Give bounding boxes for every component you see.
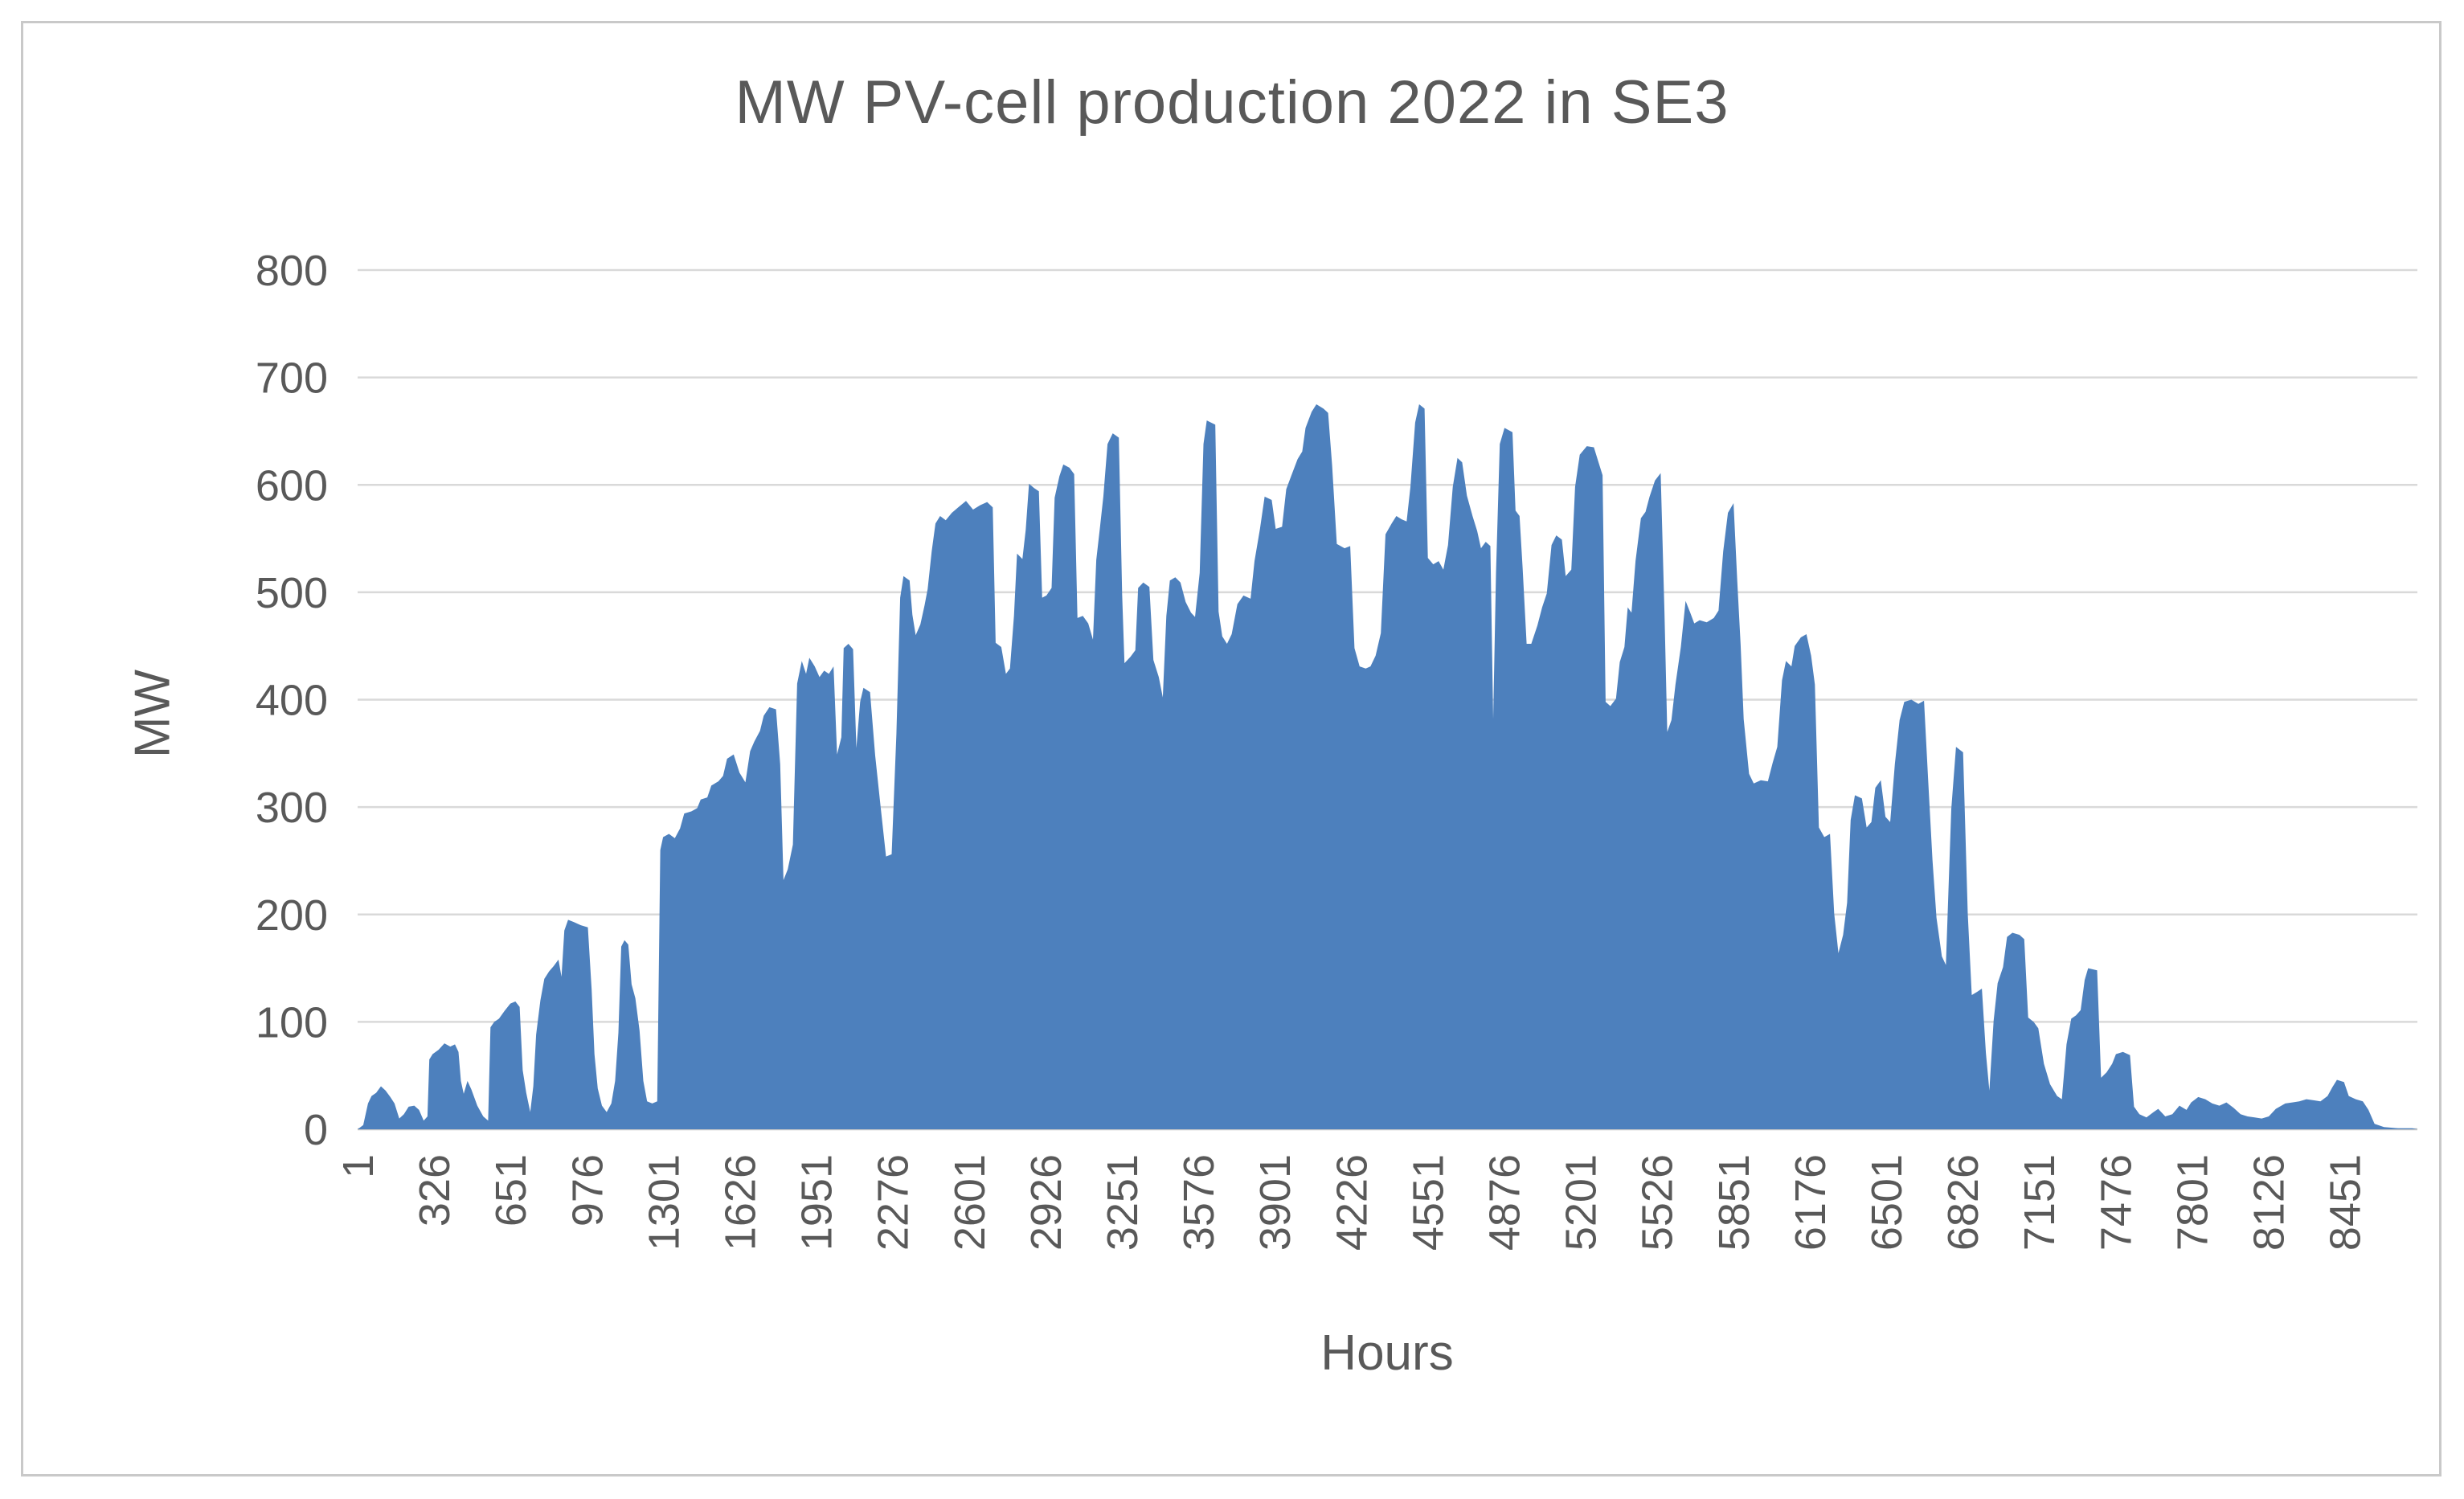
y-tick-label-100: 100 [256,998,328,1046]
x-tick-label-1301: 1301 [640,1154,688,1251]
y-tick-label-500: 500 [256,569,328,617]
y-tick-label-600: 600 [256,461,328,510]
x-tick-label-5201: 5201 [1557,1154,1606,1251]
x-tick-label-4876: 4876 [1480,1154,1529,1251]
x-tick-label-4551: 4551 [1404,1154,1452,1251]
y-axis-title: MW [125,669,181,759]
y-tick-label-700: 700 [256,354,328,403]
x-tick-label-2926: 2926 [1022,1154,1070,1251]
x-tick-label-2276: 2276 [870,1154,918,1251]
x-tick-label-5851: 5851 [1710,1154,1758,1251]
y-tick-label-300: 300 [256,784,328,832]
x-tick-label-651: 651 [487,1154,535,1227]
y-tick-label-400: 400 [256,677,328,725]
x-tick-label-1951: 1951 [793,1154,841,1251]
x-tick-label-3576: 3576 [1175,1154,1223,1251]
x-tick-label-3901: 3901 [1251,1154,1300,1251]
x-tick-label-7151: 7151 [2016,1154,2064,1251]
x-tick-label-5526: 5526 [1634,1154,1682,1251]
x-tick-label-7476: 7476 [2092,1154,2140,1251]
x-tick-label-1626: 1626 [716,1154,764,1251]
y-tick-label-0: 0 [304,1106,328,1154]
chart-title: MW PV-cell production 2022 in SE3 [735,68,1729,137]
x-tick-label-6501: 6501 [1863,1154,1911,1251]
pv-production-area [358,404,2417,1129]
x-tick-label-3251: 3251 [1099,1154,1147,1251]
y-tick-label-800: 800 [256,247,328,295]
x-tick-label-8451: 8451 [2322,1154,2370,1251]
x-tick-label-7801: 7801 [2168,1154,2216,1251]
x-tick-label-6826: 6826 [1939,1154,1987,1251]
x-tick-label-976: 976 [563,1154,612,1227]
x-tick-label-6176: 6176 [1787,1154,1835,1251]
y-tick-label-200: 200 [256,891,328,940]
x-tick-label-326: 326 [411,1154,459,1227]
x-tick-label-2601: 2601 [946,1154,994,1251]
x-tick-label-1: 1 [334,1154,383,1178]
x-tick-label-8126: 8126 [2245,1154,2293,1251]
x-tick-label-4226: 4226 [1328,1154,1376,1251]
x-axis-title: Hours [1320,1325,1454,1381]
